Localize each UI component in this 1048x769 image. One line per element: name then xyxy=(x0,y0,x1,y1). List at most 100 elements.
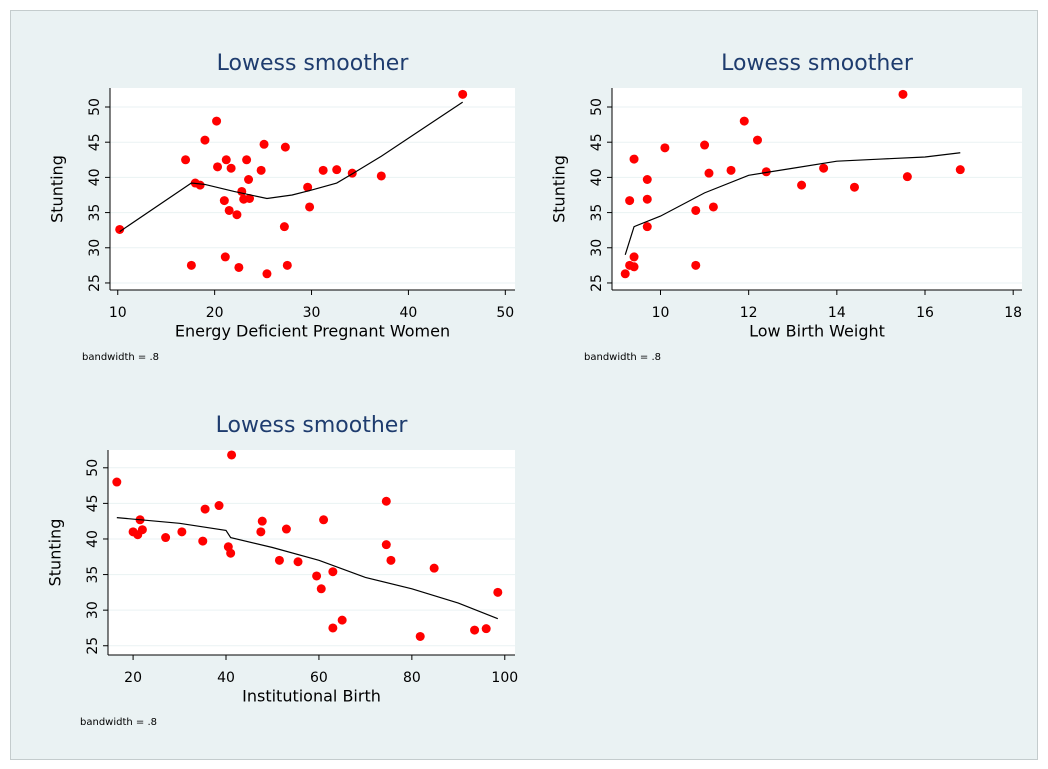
point xyxy=(245,194,255,204)
point xyxy=(700,140,710,150)
point xyxy=(955,165,965,175)
y-tick-label: 50 xyxy=(87,98,103,116)
point xyxy=(316,584,326,594)
chart-title: Lowess smoother xyxy=(721,51,914,76)
point xyxy=(642,194,652,204)
point xyxy=(629,252,639,262)
x-tick-label: 18 xyxy=(1004,305,1022,321)
point xyxy=(849,182,859,192)
point xyxy=(256,527,266,537)
y-tick-label: 45 xyxy=(589,133,605,151)
x-tick-label: 20 xyxy=(124,670,142,686)
point xyxy=(257,516,267,526)
point xyxy=(226,548,236,558)
note: bandwidth = .8 xyxy=(584,352,661,363)
point xyxy=(232,210,242,220)
y-tick-label: 25 xyxy=(85,637,101,655)
point xyxy=(220,252,230,262)
x-tick-label: 100 xyxy=(491,670,518,686)
y-tick-label: 40 xyxy=(85,530,101,548)
note: bandwidth = .8 xyxy=(80,717,157,728)
point xyxy=(458,89,468,99)
note: bandwidth = .8 xyxy=(82,352,159,363)
point xyxy=(819,163,829,173)
point xyxy=(642,222,652,232)
point xyxy=(200,504,210,514)
y-tick-label: 35 xyxy=(589,204,605,222)
x-tick-label: 30 xyxy=(303,305,321,321)
y-axis-title: Stunting xyxy=(46,519,65,587)
point xyxy=(177,527,187,537)
point xyxy=(293,557,303,567)
point xyxy=(274,555,284,565)
point xyxy=(234,262,244,272)
y-tick-label: 25 xyxy=(589,274,605,292)
y-tick-label: 25 xyxy=(87,274,103,292)
point xyxy=(214,501,224,511)
point xyxy=(620,269,630,279)
point xyxy=(282,260,292,270)
point xyxy=(256,165,266,175)
point xyxy=(629,262,639,272)
y-tick-label: 45 xyxy=(85,494,101,512)
point xyxy=(381,540,391,550)
point xyxy=(226,163,236,173)
plot-area xyxy=(108,450,515,655)
x-tick-label: 14 xyxy=(828,305,846,321)
point xyxy=(902,172,912,182)
point xyxy=(112,477,122,487)
x-tick-label: 16 xyxy=(916,305,934,321)
chart-title: Lowess smoother xyxy=(216,413,409,438)
point xyxy=(242,155,252,165)
point xyxy=(195,180,205,190)
x-tick-label: 10 xyxy=(109,305,127,321)
point xyxy=(319,515,329,525)
x-axis-title: Institutional Birth xyxy=(242,687,381,706)
point xyxy=(691,205,701,215)
y-axis-title: Stunting xyxy=(48,155,67,223)
lowess-line xyxy=(119,101,464,233)
point xyxy=(629,154,639,164)
plot-area xyxy=(110,88,515,290)
point xyxy=(797,180,807,190)
point xyxy=(161,533,171,543)
point xyxy=(704,168,714,178)
point xyxy=(642,174,652,184)
x-tick-label: 10 xyxy=(652,305,670,321)
point xyxy=(186,260,196,270)
point xyxy=(219,196,229,206)
point xyxy=(429,563,439,573)
point xyxy=(337,615,347,625)
x-tick-label: 80 xyxy=(403,670,421,686)
point xyxy=(312,571,322,581)
lowess-line xyxy=(116,517,499,620)
plot-area xyxy=(612,88,1022,290)
point xyxy=(415,631,425,641)
point xyxy=(481,624,491,634)
y-tick-label: 40 xyxy=(87,168,103,186)
point xyxy=(198,536,208,546)
point xyxy=(332,165,342,175)
x-tick-label: 12 xyxy=(740,305,758,321)
point xyxy=(262,269,272,279)
point xyxy=(237,186,247,196)
point xyxy=(115,224,125,234)
x-tick-label: 60 xyxy=(310,670,328,686)
y-tick-label: 45 xyxy=(87,133,103,151)
point xyxy=(386,555,396,565)
point xyxy=(328,623,338,633)
point xyxy=(726,165,736,175)
point xyxy=(761,167,771,177)
y-tick-label: 30 xyxy=(87,239,103,257)
point xyxy=(200,135,210,145)
point xyxy=(259,139,269,149)
point xyxy=(739,116,749,126)
point xyxy=(381,496,391,506)
point xyxy=(318,165,328,175)
y-tick-label: 40 xyxy=(589,168,605,186)
point xyxy=(708,202,718,212)
x-tick-label: 40 xyxy=(400,305,418,321)
point xyxy=(227,450,237,460)
y-tick-label: 50 xyxy=(85,459,101,477)
